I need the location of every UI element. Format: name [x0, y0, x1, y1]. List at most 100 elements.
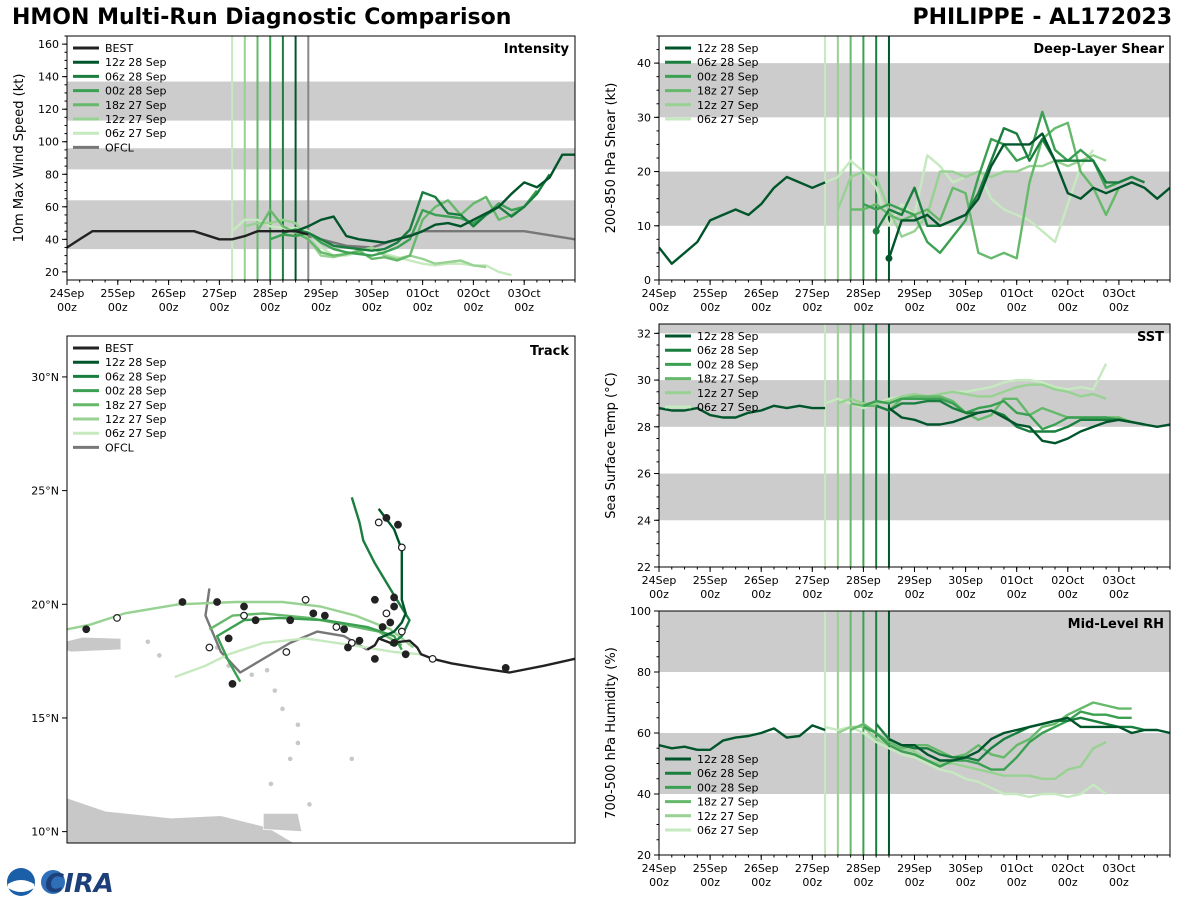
track-legend-label: 00z 28 Sep: [105, 385, 167, 398]
shear-ytick-label: 10: [637, 220, 651, 233]
intensity-xtick-label: 00z: [514, 301, 534, 314]
rh-xtick-label: 29Sep: [897, 862, 932, 875]
rh-xtick-label: 25Sep: [693, 862, 728, 875]
island: [264, 667, 270, 673]
track-position-marker: [309, 609, 318, 618]
sst-panel-title: SST: [1137, 330, 1164, 345]
shear-series-06z-28-sep: [875, 126, 1145, 232]
rh-ytick-label: 20: [637, 849, 651, 862]
intensity-xtick-label: 03Oct: [508, 287, 542, 300]
shear-xtick-label: 00z: [905, 301, 925, 314]
sst-xtick-label: 30Sep: [948, 574, 983, 587]
sst-ytick-label: 28: [637, 421, 651, 434]
shear-legend-label: 06z 28 Sep: [697, 56, 759, 69]
intensity-legend-label: 12z 27 Sep: [105, 113, 167, 126]
rh-ylabel: 700-500 hPa Humidity (%): [604, 647, 619, 819]
sst-series-analysis: [659, 404, 826, 419]
intensity-legend-label: OFCL: [105, 141, 135, 154]
island: [295, 722, 301, 728]
sst-legend-label: 12z 27 Sep: [697, 387, 759, 400]
shear-legend-label: 18z 27 Sep: [697, 85, 759, 98]
rh-legend-label: 12z 28 Sep: [697, 753, 759, 766]
island: [272, 688, 278, 693]
rh-xtick-label: 03Oct: [1102, 862, 1136, 875]
island: [157, 653, 162, 658]
shear-xtick-label: 00z: [956, 301, 976, 314]
rh-ytick-label: 40: [637, 788, 651, 801]
track-position-marker: [370, 654, 379, 663]
intensity-ytick-label: 140: [38, 71, 59, 84]
rh-ytick-label: 60: [637, 727, 651, 740]
track-legend-label: 18z 27 Sep: [105, 399, 167, 412]
sst-series-12z-28-sep: [888, 407, 1170, 445]
cira-globe-icon: [41, 870, 65, 894]
sst-xtick-label: 00z: [854, 588, 874, 601]
intensity-legend-label: 00z 28 Sep: [105, 85, 167, 98]
track-position-marker: [386, 618, 395, 627]
track-panel-title: Track: [530, 344, 569, 359]
sst-xtick-label: 27Sep: [795, 574, 830, 587]
track-position-marker: [370, 595, 379, 604]
rh-series-00z-28-sep: [862, 710, 1132, 771]
shear-marker: [872, 227, 880, 235]
intensity-series-best: [67, 229, 309, 249]
sst-xtick-label: 00z: [956, 588, 976, 601]
track-ytick-label: 20°N: [31, 598, 59, 611]
sst-band: [659, 473, 1170, 521]
sst-xtick-label: 00z: [1109, 588, 1129, 601]
land-mass: [67, 636, 122, 653]
track-position-marker: [205, 643, 214, 652]
intensity-xtick-label: 00z: [362, 301, 382, 314]
track-legend-label: 12z 27 Sep: [105, 413, 167, 426]
track-position-marker: [390, 639, 399, 647]
track-position-marker: [340, 625, 348, 634]
track-position-marker: [390, 593, 399, 602]
sst-xtick-label: 28Sep: [846, 574, 881, 587]
intensity-ytick-label: 120: [38, 103, 59, 116]
land-mass: [262, 813, 303, 832]
rh-xtick-label: 00z: [802, 876, 822, 889]
track-legend-label: OFCL: [105, 441, 135, 454]
shear-xtick-label: 02Oct: [1051, 287, 1085, 300]
sst-xtick-label: 00z: [751, 588, 771, 601]
track-position-marker: [251, 616, 260, 625]
track-position-marker: [394, 520, 402, 529]
sst-legend-label: 00z 28 Sep: [697, 358, 759, 371]
intensity-legend-label: 18z 27 Sep: [105, 99, 167, 112]
sst-xtick-label: 01Oct: [1000, 574, 1034, 587]
island: [249, 672, 255, 678]
rh-series-18z-27-sep: [850, 701, 1132, 759]
track-position-marker: [320, 611, 329, 620]
shear-xtick-label: 24Sep: [642, 287, 677, 300]
rh-chart: 2040608010024Sep00z25Sep00z26Sep00z27Sep…: [604, 605, 1171, 889]
sst-legend-label: 12z 28 Sep: [697, 330, 759, 343]
rh-xtick-label: 00z: [649, 876, 669, 889]
shear-ylabel: 200-850 hPa Shear (kt): [604, 83, 619, 234]
island: [268, 781, 274, 787]
track-position-marker: [382, 609, 391, 618]
intensity-xtick-label: 01Oct: [406, 287, 440, 300]
intensity-xtick-label: 30Sep: [354, 287, 389, 300]
rh-legend-label: 12z 27 Sep: [697, 810, 759, 823]
shear-series-12z-28-sep: [887, 132, 1170, 259]
track-position-marker: [397, 627, 406, 636]
track-position-marker: [240, 602, 248, 611]
shear-legend-label: 00z 28 Sep: [697, 70, 759, 83]
track-line-12z-28-sep: [377, 508, 407, 640]
noaa-bird-icon: [8, 880, 34, 892]
track-position-marker: [401, 650, 410, 659]
sst-legend-label: 06z 28 Sep: [697, 344, 759, 357]
track-position-marker: [282, 648, 291, 656]
rh-legend-label: 06z 27 Sep: [697, 824, 759, 837]
intensity-xtick-label: 00z: [260, 301, 280, 314]
intensity-series-12z-28-sep: [295, 153, 575, 244]
rh-xtick-label: 00z: [700, 876, 720, 889]
intensity-panel-title: Intensity: [504, 42, 570, 57]
intensity-series-06z-28-sep: [282, 173, 551, 252]
track-position-marker: [286, 616, 295, 625]
rh-series-06z-27-sep: [824, 725, 1107, 799]
island: [307, 802, 312, 807]
shear-xtick-label: 00z: [1007, 301, 1027, 314]
land-mass: [67, 797, 295, 843]
shear-legend-label: 06z 27 Sep: [697, 113, 759, 126]
